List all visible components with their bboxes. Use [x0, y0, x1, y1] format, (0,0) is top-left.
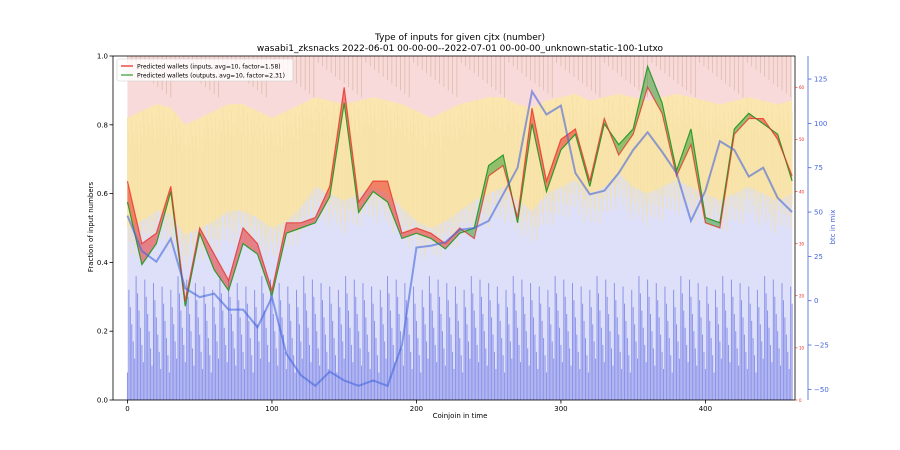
fill-between-1 [141, 233, 157, 265]
x-tick-label-100: 100 [265, 405, 278, 413]
fill-between-7 [228, 228, 244, 291]
chart-subtitle: wasabi1_zksnacks 2022-06-01 00-00-00--20… [257, 44, 664, 54]
fill-between-12 [300, 217, 316, 228]
fill-between-25 [488, 155, 504, 176]
series-btc-in-mix-line [126, 88, 793, 388]
y2-axis-label: btc in mix [829, 210, 837, 245]
y3-tick-label-20: 20 [799, 294, 805, 299]
chart-title: Type of inputs for given cjtx (number) [374, 33, 545, 43]
series-outputs-line [126, 64, 793, 307]
fill-between-11 [286, 222, 301, 234]
y3-tick-label-10: 10 [799, 346, 805, 351]
y-axis-label: Fraction of input numbers [87, 181, 95, 272]
y-tick-label-1: 1.0 [97, 53, 108, 61]
x-tick-label-300: 300 [554, 405, 567, 413]
legend-label-1: Predicted wallets (outputs, avg=10, fact… [137, 72, 285, 79]
fill-between-21 [430, 233, 446, 249]
y2-tick-label--50: −50 [814, 386, 829, 394]
y2-tick-label-0: 0 [814, 297, 818, 305]
x-axis-label: Coinjoin in time [433, 412, 488, 420]
fill-between-6 [214, 254, 229, 291]
y3-tick-label-0: 0 [799, 398, 802, 403]
y-tick-label-0.2: 0.2 [97, 328, 108, 336]
series-inputs-line [126, 85, 793, 302]
y-tick-label-0.4: 0.4 [97, 259, 109, 267]
y3-tick-label-30: 30 [799, 241, 805, 246]
fill-between-16 [358, 181, 374, 213]
y3-tick-label-40: 40 [799, 189, 805, 194]
y2-tick-label-125: 125 [814, 76, 827, 84]
x-tick-label-200: 200 [410, 405, 423, 413]
y-tick-label-0.8: 0.8 [97, 121, 108, 129]
legend-box [116, 58, 294, 82]
fill-between-19 [401, 228, 417, 239]
fill-between-23 [459, 228, 475, 239]
y2-tick-label-75: 75 [814, 164, 823, 172]
y2-tick-label--25: −25 [814, 342, 829, 350]
fill-between-17 [373, 181, 388, 202]
fill-between-34 [618, 128, 634, 156]
fill-between-20 [416, 228, 431, 239]
x-tick-label-400: 400 [699, 405, 712, 413]
plot-frame [112, 55, 796, 401]
legend-label-0: Predicted wallets (inputs, avg=10, facto… [137, 63, 281, 70]
x-tick-label-0: 0 [125, 405, 129, 413]
y2-tick-label-25: 25 [814, 253, 823, 261]
chart-legend: Predicted wallets (inputs, avg=10, facto… [116, 58, 294, 82]
chart-axes: 0 100 200 300 4000.00.20.40.60.81.0010203040… [97, 53, 829, 414]
fill-between-36 [647, 66, 663, 114]
fill-between-42 [734, 113, 749, 135]
fill-between-8 [243, 228, 258, 255]
y3-tick-label-50: 50 [799, 137, 805, 142]
y2-tick-label-100: 100 [814, 120, 827, 128]
y3-tick-label-60: 60 [799, 85, 805, 90]
y2-tick-label-50: 50 [814, 209, 823, 217]
fill-between-40 [705, 217, 720, 228]
y-tick-label-0.6: 0.6 [97, 190, 109, 198]
fill-between-29 [546, 139, 561, 192]
chart-marks [126, 64, 793, 388]
y-tick-label-0: 0.0 [97, 397, 108, 405]
